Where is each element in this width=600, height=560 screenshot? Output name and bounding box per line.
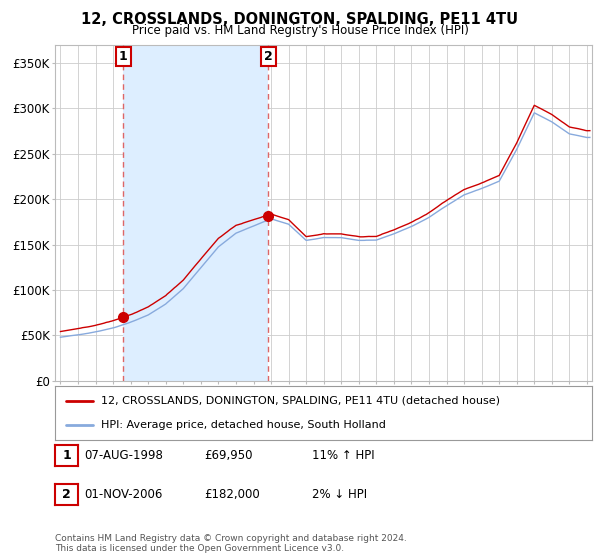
- Text: 07-AUG-1998: 07-AUG-1998: [84, 449, 163, 462]
- Text: 12, CROSSLANDS, DONINGTON, SPALDING, PE11 4TU (detached house): 12, CROSSLANDS, DONINGTON, SPALDING, PE1…: [101, 396, 500, 406]
- Text: Contains HM Land Registry data © Crown copyright and database right 2024.
This d: Contains HM Land Registry data © Crown c…: [55, 534, 407, 553]
- Text: £69,950: £69,950: [204, 449, 253, 462]
- Text: 11% ↑ HPI: 11% ↑ HPI: [312, 449, 374, 462]
- Bar: [124, 45, 268, 381]
- Text: 1: 1: [62, 449, 71, 462]
- Text: 12, CROSSLANDS, DONINGTON, SPALDING, PE11 4TU: 12, CROSSLANDS, DONINGTON, SPALDING, PE1…: [82, 12, 518, 27]
- Text: 01-NOV-2006: 01-NOV-2006: [84, 488, 163, 501]
- Text: £182,000: £182,000: [204, 488, 260, 501]
- Text: 1: 1: [119, 50, 128, 63]
- Text: 2% ↓ HPI: 2% ↓ HPI: [312, 488, 367, 501]
- Text: 2: 2: [264, 50, 272, 63]
- Text: Price paid vs. HM Land Registry's House Price Index (HPI): Price paid vs. HM Land Registry's House …: [131, 24, 469, 36]
- Text: HPI: Average price, detached house, South Holland: HPI: Average price, detached house, Sout…: [101, 420, 386, 430]
- Text: 2: 2: [62, 488, 71, 501]
